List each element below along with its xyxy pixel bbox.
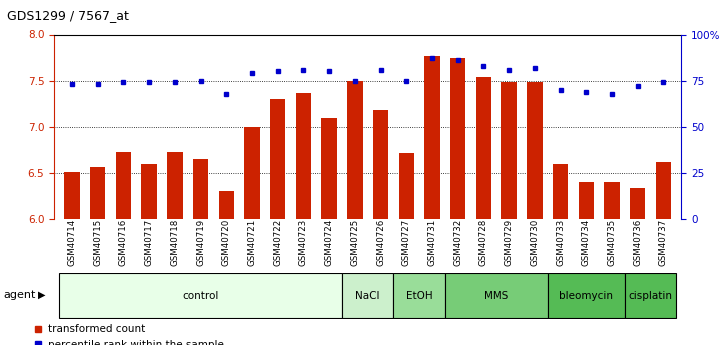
Text: GSM40731: GSM40731 [428, 219, 436, 266]
Bar [193, 159, 208, 219]
Text: GSM40716: GSM40716 [119, 219, 128, 266]
Bar [296, 93, 311, 219]
Bar [476, 77, 491, 219]
Text: GSM40718: GSM40718 [170, 219, 180, 266]
Text: EtOH: EtOH [406, 291, 433, 301]
Bar [342, 274, 394, 318]
Text: control: control [182, 291, 218, 301]
Text: GSM40724: GSM40724 [324, 219, 334, 266]
Bar [399, 152, 414, 219]
Text: GSM40714: GSM40714 [68, 219, 76, 266]
Bar [244, 127, 260, 219]
Text: GSM40734: GSM40734 [582, 219, 590, 266]
Text: GSM40720: GSM40720 [222, 219, 231, 266]
Text: MMS: MMS [484, 291, 508, 301]
Bar [578, 182, 594, 219]
Bar [322, 118, 337, 219]
Bar [553, 164, 568, 219]
Bar [501, 82, 517, 219]
Text: GSM40723: GSM40723 [299, 219, 308, 266]
Bar [604, 182, 619, 219]
Bar [116, 152, 131, 219]
Text: GSM40717: GSM40717 [145, 219, 154, 266]
Bar [655, 162, 671, 219]
Legend: transformed count, percentile rank within the sample: transformed count, percentile rank withi… [34, 324, 224, 345]
Bar [527, 82, 542, 219]
Text: GSM40737: GSM40737 [659, 219, 668, 266]
Bar [141, 164, 157, 219]
Text: GSM40722: GSM40722 [273, 219, 282, 266]
Bar [90, 167, 105, 219]
Text: GSM40726: GSM40726 [376, 219, 385, 266]
Text: ▶: ▶ [37, 290, 45, 300]
Text: GSM40736: GSM40736 [633, 219, 642, 266]
Bar [445, 274, 548, 318]
Bar [347, 81, 363, 219]
Bar [548, 274, 625, 318]
Bar [450, 59, 465, 219]
Bar [394, 274, 445, 318]
Bar [218, 191, 234, 219]
Bar [424, 56, 440, 219]
Text: agent: agent [4, 290, 36, 300]
Bar [373, 110, 389, 219]
Text: bleomycin: bleomycin [559, 291, 614, 301]
Text: GSM40732: GSM40732 [454, 219, 462, 266]
Text: GSM40719: GSM40719 [196, 219, 205, 266]
Text: cisplatin: cisplatin [629, 291, 673, 301]
Bar [630, 188, 645, 219]
Text: GDS1299 / 7567_at: GDS1299 / 7567_at [7, 9, 129, 22]
Text: GSM40733: GSM40733 [556, 219, 565, 266]
Text: GSM40729: GSM40729 [505, 219, 513, 266]
Bar [59, 274, 342, 318]
Text: GSM40727: GSM40727 [402, 219, 411, 266]
Bar [64, 172, 80, 219]
Bar [167, 152, 182, 219]
Bar [270, 99, 286, 219]
Text: GSM40735: GSM40735 [607, 219, 616, 266]
Bar [625, 274, 676, 318]
Text: GSM40721: GSM40721 [247, 219, 257, 266]
Text: NaCl: NaCl [355, 291, 380, 301]
Text: GSM40728: GSM40728 [479, 219, 488, 266]
Text: GSM40715: GSM40715 [93, 219, 102, 266]
Text: GSM40730: GSM40730 [531, 219, 539, 266]
Text: GSM40725: GSM40725 [350, 219, 359, 266]
